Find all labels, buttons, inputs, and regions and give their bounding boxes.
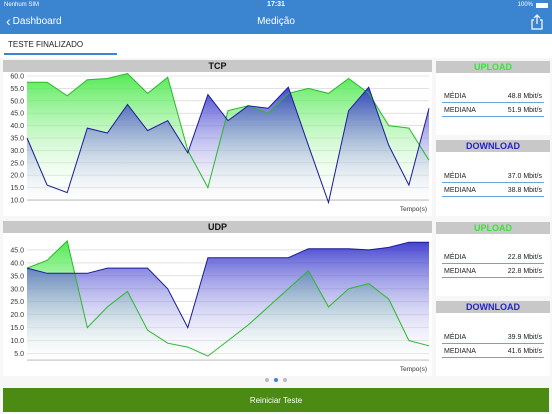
clock: 17:31	[267, 1, 285, 8]
y-tick-label: 15.0	[10, 185, 24, 192]
stat-value: 22.8 Mbit/s	[507, 268, 542, 275]
back-label: Dashboard	[12, 15, 62, 27]
y-tick-label: 55.0	[10, 86, 24, 93]
stat-label: MÉDIA	[444, 93, 467, 100]
segment-tab-strip: TESTE FINALIZADO	[0, 34, 552, 58]
stat-label: MÉDIA	[444, 173, 467, 180]
stat-value: 37.0 Mbit/s	[507, 173, 542, 180]
udp-download-mediana-row: MEDIANA 41.6 Mbit/s	[442, 346, 544, 358]
tcp-upload-header: UPLOAD	[436, 61, 550, 73]
y-tick-label: 35.0	[10, 273, 24, 280]
tcp-download-mediana-row: MEDIANA 38.8 Mbit/s	[442, 185, 544, 197]
y-tick-label: 15.0	[10, 325, 24, 332]
y-tick-label: 30.0	[10, 148, 24, 155]
udp-series-0-line	[26, 239, 430, 357]
y-tick-label: 10.0	[10, 338, 24, 345]
tab-teste-finalizado[interactable]: TESTE FINALIZADO	[8, 40, 84, 49]
divider	[442, 277, 544, 278]
stat-value: 22.8 Mbit/s	[507, 254, 542, 261]
y-tick-label: 5.0	[14, 351, 24, 358]
page-title: Medição	[257, 16, 295, 27]
restart-test-button[interactable]: Reiniciar Teste	[3, 388, 549, 412]
udp-upload-header: UPLOAD	[436, 222, 550, 234]
udp-download-stats: MÉDIA 39.9 Mbit/s MEDIANA 41.6 Mbit/s	[436, 313, 550, 376]
y-tick-label: 25.0	[10, 160, 24, 167]
stat-value: 48.8 Mbit/s	[507, 93, 542, 100]
udp-upload-mediana-row: MEDIANA 22.8 Mbit/s	[442, 266, 544, 278]
stat-label: MÉDIA	[444, 334, 467, 341]
y-tick-label: 45.0	[10, 111, 24, 118]
y-tick-label: 30.0	[10, 286, 24, 293]
tcp-download-header: DOWNLOAD	[436, 140, 550, 152]
udp-chart-header: UDP	[3, 221, 432, 233]
stat-value: 39.9 Mbit/s	[507, 334, 542, 341]
chevron-left-icon: ‹	[6, 13, 11, 29]
navigation-bar: ‹ Dashboard Medição	[0, 10, 552, 34]
tcp-chart-svg: 60.0 55.0 50.0 45.0 40.0 35.0 30.0 25.0 20.0 15.0…	[10, 72, 430, 213]
divider	[442, 357, 544, 358]
udp-download-media-row: MÉDIA 39.9 Mbit/s	[442, 332, 544, 344]
stat-value: 41.6 Mbit/s	[507, 348, 542, 355]
battery-icon	[536, 2, 548, 8]
y-tick-label: 60.0	[10, 74, 24, 81]
tab-underline	[4, 53, 117, 55]
tcp-chart: 60.0 55.0 50.0 45.0 40.0 35.0 30.0 25.0 20.0 15.0…	[3, 72, 432, 216]
stat-label: MÉDIA	[444, 254, 467, 261]
tcp-series-0-line	[27, 72, 430, 189]
x-axis-label: Tempo(s)	[400, 366, 427, 373]
page-dot[interactable]	[283, 378, 287, 382]
tcp-download-stats: MÉDIA 37.0 Mbit/s MEDIANA 38.8 Mbit/s	[436, 152, 550, 216]
udp-upload-media-row: MÉDIA 22.8 Mbit/s	[442, 252, 544, 264]
y-tick-label: 40.0	[10, 123, 24, 130]
stat-value: 38.8 Mbit/s	[507, 187, 542, 194]
divider	[442, 263, 544, 264]
tcp-upload-media-row: MÉDIA 48.8 Mbit/s	[442, 91, 544, 103]
divider	[442, 196, 544, 197]
y-tick-label: 45.0	[10, 247, 24, 254]
tcp-download-media-row: MÉDIA 37.0 Mbit/s	[442, 171, 544, 183]
y-tick-label: 40.0	[10, 260, 24, 267]
udp-chart: 45.0 40.0 35.0 30.0 25.0 20.0 15.0 10.0 5.0 Tempo…	[3, 233, 432, 376]
page-indicator	[0, 378, 552, 382]
tcp-series-1-line	[26, 86, 430, 205]
page-dot[interactable]	[265, 378, 269, 382]
udp-chart-svg: 45.0 40.0 35.0 30.0 25.0 20.0 15.0 10.0 5.0 Tempo…	[10, 239, 430, 373]
y-tick-label: 50.0	[10, 98, 24, 105]
y-tick-label: 20.0	[10, 312, 24, 319]
status-right: 100%	[518, 2, 548, 8]
tcp-upload-stats: MÉDIA 48.8 Mbit/s MEDIANA 51.9 Mbit/s	[436, 73, 550, 135]
y-tick-label: 35.0	[10, 136, 24, 143]
status-bar: Nenhum SIM 17:31 100%	[0, 0, 552, 10]
divider	[442, 343, 544, 344]
stat-label: MEDIANA	[444, 268, 476, 275]
x-axis-label: Tempo(s)	[400, 206, 427, 213]
battery-percent: 100%	[517, 2, 533, 8]
divider	[442, 116, 544, 117]
tcp-chart-header: TCP	[3, 60, 432, 72]
stat-label: MEDIANA	[444, 348, 476, 355]
divider	[442, 182, 544, 183]
udp-download-header: DOWNLOAD	[436, 301, 550, 313]
udp-upload-stats: MÉDIA 22.8 Mbit/s MEDIANA 22.8 Mbit/s	[436, 234, 550, 296]
tcp-series-1-area	[27, 87, 429, 203]
y-tick-label: 10.0	[10, 198, 24, 205]
udp-series-1-line	[26, 241, 429, 329]
stat-label: MEDIANA	[444, 187, 476, 194]
back-button[interactable]: ‹ Dashboard	[6, 13, 62, 29]
carrier-label: Nenhum SIM	[4, 2, 40, 8]
stat-label: MEDIANA	[444, 107, 476, 114]
page-dot[interactable]	[274, 378, 278, 382]
share-icon[interactable]	[530, 14, 544, 30]
divider	[442, 102, 544, 103]
udp-series-1-area	[27, 242, 429, 360]
tcp-upload-mediana-row: MEDIANA 51.9 Mbit/s	[442, 105, 544, 117]
y-tick-label: 20.0	[10, 173, 24, 180]
y-tick-label: 25.0	[10, 299, 24, 306]
stat-value: 51.9 Mbit/s	[507, 107, 542, 114]
